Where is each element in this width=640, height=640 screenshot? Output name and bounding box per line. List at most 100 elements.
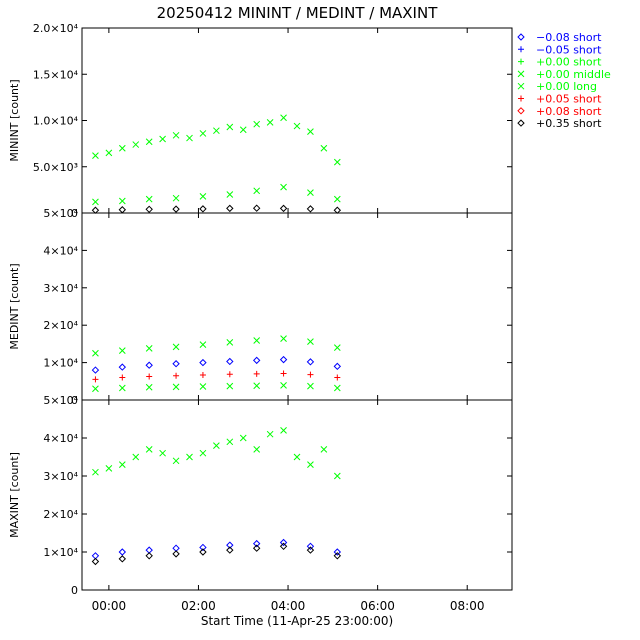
panel-frame <box>81 212 513 401</box>
data-point <box>306 205 315 213</box>
data-point <box>252 204 261 212</box>
data-point <box>145 345 153 352</box>
legend-marker <box>517 107 525 115</box>
legend-marker <box>517 33 525 41</box>
data-point <box>145 205 153 214</box>
data-point <box>320 144 328 152</box>
series <box>92 382 341 393</box>
data-point <box>280 382 287 389</box>
series <box>91 204 342 214</box>
series <box>91 542 342 566</box>
data-point <box>118 197 126 205</box>
y-tick-label: 1×10⁴ <box>43 546 78 559</box>
data-point <box>280 335 287 343</box>
data-point <box>199 543 207 552</box>
series <box>91 538 342 560</box>
data-point <box>145 446 153 453</box>
data-point <box>253 120 261 128</box>
legend-marker <box>517 82 525 90</box>
data-point <box>280 114 287 122</box>
data-point <box>172 205 180 213</box>
data-point <box>159 135 166 143</box>
panel-frame <box>81 27 513 214</box>
data-point <box>279 355 288 364</box>
data-point <box>280 427 287 434</box>
data-point <box>307 338 314 346</box>
legend-marker <box>517 70 525 78</box>
data-point <box>333 548 342 556</box>
data-point <box>146 373 153 380</box>
legend-label: −0.08 short <box>536 31 602 44</box>
data-point <box>118 548 127 556</box>
data-point <box>213 442 220 449</box>
y-axis-label: MEDINT [count] <box>8 263 21 349</box>
data-point <box>199 130 207 137</box>
data-point <box>173 372 180 379</box>
y-tick-label: 5.0×10³ <box>33 161 78 174</box>
data-point <box>333 552 342 560</box>
series <box>92 427 341 480</box>
y-tick-label: 2×10⁴ <box>43 508 78 521</box>
x-tick-label: 00:00 <box>92 599 127 613</box>
data-point <box>320 446 328 453</box>
data-point <box>279 538 288 547</box>
data-point <box>132 453 140 461</box>
y-axis-label: MAXINT [count] <box>8 452 21 538</box>
series <box>92 370 341 383</box>
data-point <box>199 383 207 390</box>
data-point <box>226 357 234 366</box>
data-point <box>118 555 127 563</box>
panel-3: 0 1×10⁴ 2×10⁴ 3×10⁴ 4×10⁴ 5×10⁴ MAXINT [count] <box>8 394 513 597</box>
data-point <box>172 550 180 558</box>
y-tick-label: 3×10⁴ <box>43 282 78 295</box>
data-point <box>92 376 99 383</box>
data-point <box>334 374 341 381</box>
data-point <box>172 131 180 139</box>
data-point <box>199 371 206 378</box>
data-point <box>293 122 301 130</box>
data-point <box>145 552 153 560</box>
panel-frame <box>81 399 513 591</box>
data-point <box>105 149 113 157</box>
data-point <box>145 195 153 203</box>
data-point <box>199 341 207 349</box>
data-point <box>253 337 261 344</box>
y-tick-label: 5×10⁴ <box>43 394 78 407</box>
data-point <box>105 465 113 472</box>
x-axis-label: Start Time (11-Apr-25 23:00:00) <box>201 614 393 628</box>
data-point <box>239 126 247 134</box>
data-point <box>226 191 234 198</box>
data-point <box>199 548 207 556</box>
data-point <box>118 347 126 354</box>
y-tick-label: 0 <box>71 394 78 407</box>
data-point <box>307 371 314 378</box>
data-point <box>145 383 153 391</box>
legend: −0.08 short−0.05 short+0.00 short+0.00 m… <box>517 31 611 130</box>
data-point <box>266 118 274 126</box>
y-tick-label: 1.5×10⁴ <box>33 68 79 81</box>
legend-label: +0.00 long <box>536 80 597 93</box>
data-point <box>226 546 234 554</box>
data-point <box>226 371 233 378</box>
data-point <box>279 204 288 213</box>
data-point <box>199 192 207 200</box>
data-point <box>280 183 287 191</box>
data-point <box>118 363 127 371</box>
data-point <box>293 453 301 461</box>
data-point <box>199 205 207 213</box>
data-point <box>226 204 234 213</box>
data-point <box>333 195 341 203</box>
series <box>92 335 341 357</box>
data-point <box>333 362 342 371</box>
data-point <box>239 434 247 442</box>
data-point <box>92 468 99 476</box>
data-point <box>172 457 180 465</box>
legend-label: +0.08 short <box>536 105 602 118</box>
data-point <box>307 382 314 390</box>
legend-label: −0.05 short <box>536 43 602 56</box>
data-point <box>253 382 261 390</box>
legend-label: +0.05 short <box>536 93 602 106</box>
data-point <box>213 127 220 135</box>
legend-marker <box>518 58 524 65</box>
